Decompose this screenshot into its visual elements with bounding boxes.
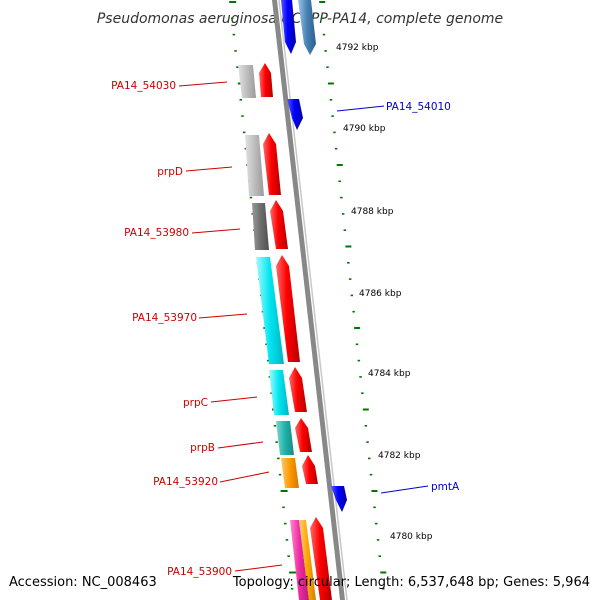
cog-block[interactable]: [276, 421, 294, 455]
gene-label[interactable]: PA14_54010: [386, 101, 451, 113]
reverse-strand-genes: [259, 63, 332, 600]
scale-label: 4788 kbp: [351, 207, 394, 217]
right-gene-labels: PA14_54010 pmtA: [386, 101, 460, 493]
gene-arrow-forward[interactable]: [281, 0, 296, 54]
gene-arrow-forward[interactable]: [298, 0, 316, 55]
gene-label[interactable]: prpD: [157, 166, 183, 178]
gene-arrow-reverse[interactable]: [276, 255, 300, 362]
cog-block[interactable]: [238, 65, 256, 98]
genome-info-text: Topology: circular; Length: 6,537,648 bp…: [232, 575, 590, 590]
gene-arrow-reverse[interactable]: [259, 63, 273, 97]
label-leaders: [178, 81, 429, 572]
scale-label: 4784 kbp: [368, 369, 411, 379]
gene-label[interactable]: PA14_53900: [167, 566, 232, 578]
gene-arrow-reverse[interactable]: [302, 455, 318, 484]
gene-label[interactable]: PA14_54030: [111, 80, 176, 92]
accession-text: Accession: NC_008463: [9, 575, 157, 590]
cog-block[interactable]: [256, 257, 284, 364]
gene-label[interactable]: PA14_53980: [124, 227, 189, 239]
gene-label[interactable]: prpB: [190, 442, 215, 454]
map-title: Pseudomonas aeruginosa UCBPP-PA14, compl…: [97, 11, 503, 27]
gene-arrow-reverse[interactable]: [289, 367, 307, 412]
leader-line: [380, 485, 429, 494]
cog-block[interactable]: [252, 203, 269, 250]
cog-block[interactable]: [245, 135, 264, 196]
cog-block[interactable]: [281, 458, 299, 488]
gene-arrow-reverse[interactable]: [295, 418, 312, 452]
leader-line: [198, 313, 248, 319]
leader-line: [234, 564, 283, 572]
leader-line: [217, 441, 264, 449]
gene-arrow-reverse[interactable]: [270, 200, 288, 249]
leader-line: [210, 396, 258, 403]
gene-label[interactable]: PA14_53920: [153, 476, 218, 488]
gene-arrow-forward[interactable]: [287, 99, 303, 130]
cog-block[interactable]: [299, 520, 316, 600]
scale-label: 4782 kbp: [378, 451, 421, 461]
gene-arrow-reverse[interactable]: [263, 133, 281, 195]
scale-label: 4786 kbp: [359, 289, 402, 299]
gene-label[interactable]: prpC: [183, 397, 208, 409]
leader-line: [336, 105, 385, 112]
gene-label[interactable]: pmtA: [431, 481, 460, 493]
cog-block[interactable]: [290, 520, 309, 600]
cog-block[interactable]: [269, 370, 289, 415]
leader-line: [185, 166, 233, 172]
genome-backbone: [272, 0, 345, 600]
left-gene-labels: PA14_54030 prpD PA14_53980 PA14_53970 pr…: [111, 80, 232, 578]
scale-label: 4792 kbp: [336, 43, 379, 53]
gene-arrow-reverse[interactable]: [310, 517, 332, 600]
cog-blocks: [238, 65, 316, 600]
gene-arrow-forward[interactable]: [331, 486, 347, 512]
leader-line: [219, 471, 270, 483]
leader-line: [191, 228, 241, 234]
leader-line: [178, 81, 228, 87]
scale-label: 4790 kbp: [343, 124, 386, 134]
forward-strand-genes: [281, 0, 347, 512]
gene-label[interactable]: PA14_53970: [132, 312, 197, 324]
scale-labels: 4792 kbp 4790 kbp 4788 kbp 4786 kbp 4784…: [336, 43, 433, 542]
scale-label: 4780 kbp: [390, 532, 433, 542]
